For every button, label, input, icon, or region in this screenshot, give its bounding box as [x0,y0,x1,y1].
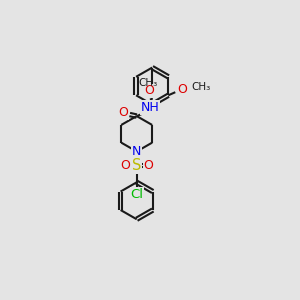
Text: O: O [144,84,154,97]
Text: O: O [118,106,128,119]
Text: Cl: Cl [130,188,143,201]
Text: N: N [132,145,141,158]
Text: NH: NH [140,101,159,114]
Text: O: O [177,82,187,96]
Text: CH₃: CH₃ [192,82,211,92]
Text: O: O [120,159,130,172]
Text: S: S [132,158,141,173]
Text: CH₃: CH₃ [138,78,157,88]
Text: O: O [143,159,153,172]
